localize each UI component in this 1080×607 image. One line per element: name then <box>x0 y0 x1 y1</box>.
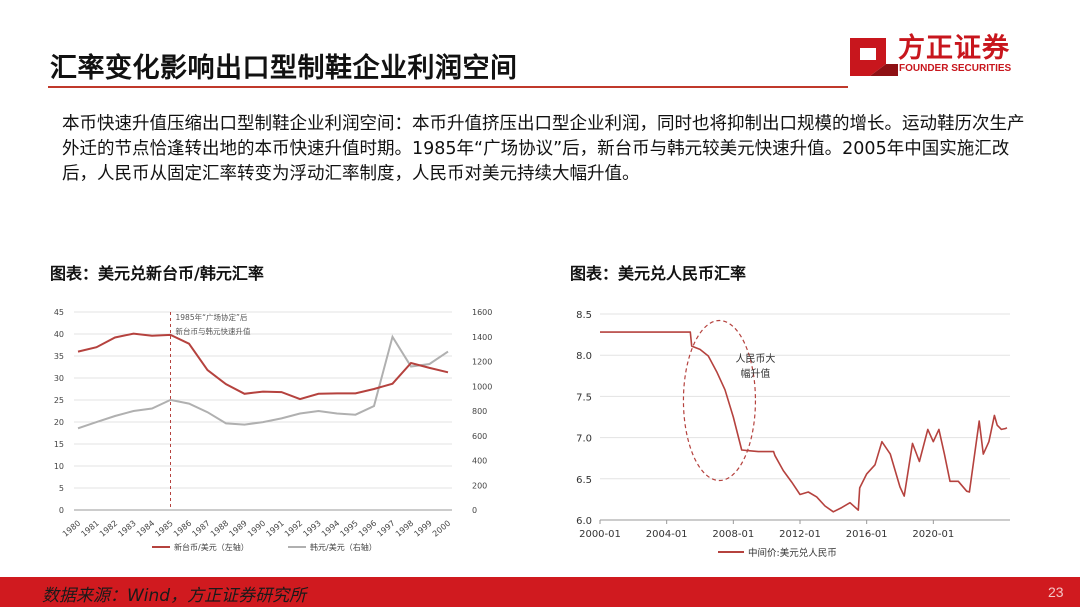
x-tick-label: 1987 <box>190 519 211 539</box>
y-right-tick-label: 1400 <box>472 333 492 342</box>
series-line-twd <box>77 332 449 401</box>
x-tick-label: 2008-01 <box>712 529 754 540</box>
footer-bar <box>0 577 1080 607</box>
chart-annotation: 新台币与韩元快速升值 <box>176 326 251 336</box>
cny-exchange-chart: 6.0 6.5 7.0 7.5 8.0 8.5 2000-01 2004-01 2008-01 2… <box>576 310 1010 559</box>
y-left-tick-label: 0 <box>59 506 64 515</box>
x-tick-label: 2000 <box>431 519 452 539</box>
chart-annotation: 人民币大 <box>735 352 775 365</box>
x-tick-label: 1996 <box>357 519 378 539</box>
twd-krw-exchange-chart: 0 5 10 15 20 25 30 35 40 45 0 200 400 600 800 1000 1200 1… <box>54 308 493 552</box>
chart-annotation: 1985年“广场协定”后 <box>176 312 248 322</box>
page-number: 23 <box>1048 584 1064 600</box>
y-right-tick-label: 400 <box>472 457 487 466</box>
y-right-tick-label: 600 <box>472 432 487 441</box>
x-tick-label: 1984 <box>135 519 156 539</box>
series-line-cny <box>600 331 1008 513</box>
x-tick-label: 2016-01 <box>846 529 888 540</box>
x-tick-label: 1995 <box>338 519 359 539</box>
page-title: 汇率变化影响出口型制鞋企业利润空间 <box>50 53 518 84</box>
x-tick-label: 1981 <box>79 519 100 539</box>
x-tick-label: 1999 <box>412 519 433 539</box>
y-tick-label: 7.5 <box>576 392 592 403</box>
x-tick-label: 1994 <box>320 519 341 539</box>
y-right-tick-label: 1600 <box>472 308 492 317</box>
y-left-tick-label: 25 <box>54 396 64 405</box>
x-tick-label: 1993 <box>301 519 322 539</box>
x-tick-label: 1991 <box>264 519 285 539</box>
legend-label-krw: 韩元/美元（右轴） <box>310 542 377 552</box>
x-tick-label: 1982 <box>98 519 119 539</box>
y-right-tick-label: 0 <box>472 506 477 515</box>
y-tick-label: 8.0 <box>576 351 592 362</box>
x-tick-label: 1988 <box>209 519 230 539</box>
y-tick-label: 6.0 <box>576 516 592 527</box>
x-tick-label: 1990 <box>246 519 267 539</box>
y-right-tick-label: 1200 <box>472 358 492 367</box>
figure-2-title: 图表：美元兑人民币汇率 <box>570 264 747 283</box>
x-tick-label: 1986 <box>172 519 193 539</box>
founder-logo-icon <box>850 38 898 76</box>
x-tick-label: 1998 <box>394 519 415 539</box>
logo-subtitle: FOUNDER SECURITIES <box>899 63 1012 74</box>
y-tick-label: 8.5 <box>576 310 592 321</box>
legend-label-twd: 新台币/美元（左轴） <box>174 542 249 552</box>
title-underline <box>48 86 848 88</box>
y-left-tick-label: 35 <box>54 352 64 361</box>
y-left-tick-label: 40 <box>54 330 64 339</box>
logo-name: 方正证券 <box>898 33 1010 64</box>
x-tick-label: 1989 <box>227 519 248 539</box>
intro-paragraph: 本币快速升值压缩出口型制鞋企业利润空间：本币升值挤压出口型企业利润，同时也将抑制… <box>62 114 1025 184</box>
x-tick-label: 1985 <box>153 519 174 539</box>
y-left-tick-label: 30 <box>54 374 64 383</box>
x-tick-label: 1997 <box>375 519 396 539</box>
y-right-tick-label: 200 <box>472 481 487 490</box>
footer-source: 数据来源：Wind，方正证券研究所 <box>42 586 307 606</box>
x-tick-label: 1983 <box>116 519 137 539</box>
x-tick-label: 1992 <box>283 519 304 539</box>
y-tick-label: 7.0 <box>576 434 592 445</box>
y-tick-label: 6.5 <box>576 475 592 486</box>
x-tick-label: 2020-01 <box>912 529 954 540</box>
y-left-tick-label: 20 <box>54 418 64 427</box>
y-left-tick-label: 5 <box>59 484 64 493</box>
y-right-tick-label: 1000 <box>472 382 492 391</box>
highlight-ellipse <box>682 319 757 482</box>
y-left-tick-label: 10 <box>54 462 64 471</box>
series-line-krw <box>77 334 449 430</box>
figure-1-title: 图表：美元兑新台币/韩元汇率 <box>50 264 264 283</box>
y-left-tick-label: 45 <box>54 308 64 317</box>
x-tick-label: 2004-01 <box>646 529 688 540</box>
x-tick-label: 1980 <box>61 519 82 539</box>
legend-label-cny: 中间价:美元兑人民币 <box>748 547 837 559</box>
y-left-tick-label: 15 <box>54 440 64 449</box>
y-right-tick-label: 800 <box>472 407 487 416</box>
chart-annotation: 幅升值 <box>740 367 770 380</box>
x-tick-label: 2012-01 <box>779 529 821 540</box>
x-tick-label: 2000-01 <box>579 529 621 540</box>
